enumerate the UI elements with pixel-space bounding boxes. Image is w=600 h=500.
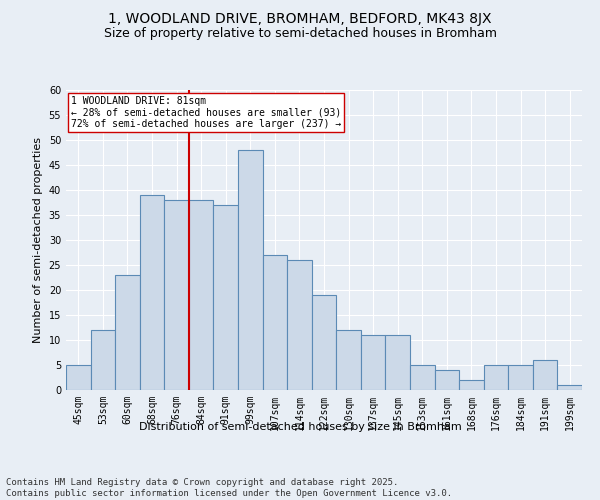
Bar [263, 255, 287, 390]
Bar [214, 205, 238, 390]
Text: Distribution of semi-detached houses by size in Bromham: Distribution of semi-detached houses by … [139, 422, 461, 432]
Y-axis label: Number of semi-detached properties: Number of semi-detached properties [33, 137, 43, 343]
Bar [238, 150, 263, 390]
Bar [361, 335, 385, 390]
Bar [385, 335, 410, 390]
Bar [287, 260, 312, 390]
Bar [410, 365, 434, 390]
Bar [459, 380, 484, 390]
Text: 1 WOODLAND DRIVE: 81sqm
← 28% of semi-detached houses are smaller (93)
72% of se: 1 WOODLAND DRIVE: 81sqm ← 28% of semi-de… [71, 96, 341, 129]
Bar [189, 200, 214, 390]
Bar [557, 385, 582, 390]
Bar [164, 200, 189, 390]
Bar [140, 195, 164, 390]
Text: 1, WOODLAND DRIVE, BROMHAM, BEDFORD, MK43 8JX: 1, WOODLAND DRIVE, BROMHAM, BEDFORD, MK4… [108, 12, 492, 26]
Bar [434, 370, 459, 390]
Bar [533, 360, 557, 390]
Bar [484, 365, 508, 390]
Bar [336, 330, 361, 390]
Bar [312, 295, 336, 390]
Bar [508, 365, 533, 390]
Bar [66, 365, 91, 390]
Text: Size of property relative to semi-detached houses in Bromham: Size of property relative to semi-detach… [104, 28, 497, 40]
Bar [115, 275, 140, 390]
Text: Contains HM Land Registry data © Crown copyright and database right 2025.
Contai: Contains HM Land Registry data © Crown c… [6, 478, 452, 498]
Bar [91, 330, 115, 390]
